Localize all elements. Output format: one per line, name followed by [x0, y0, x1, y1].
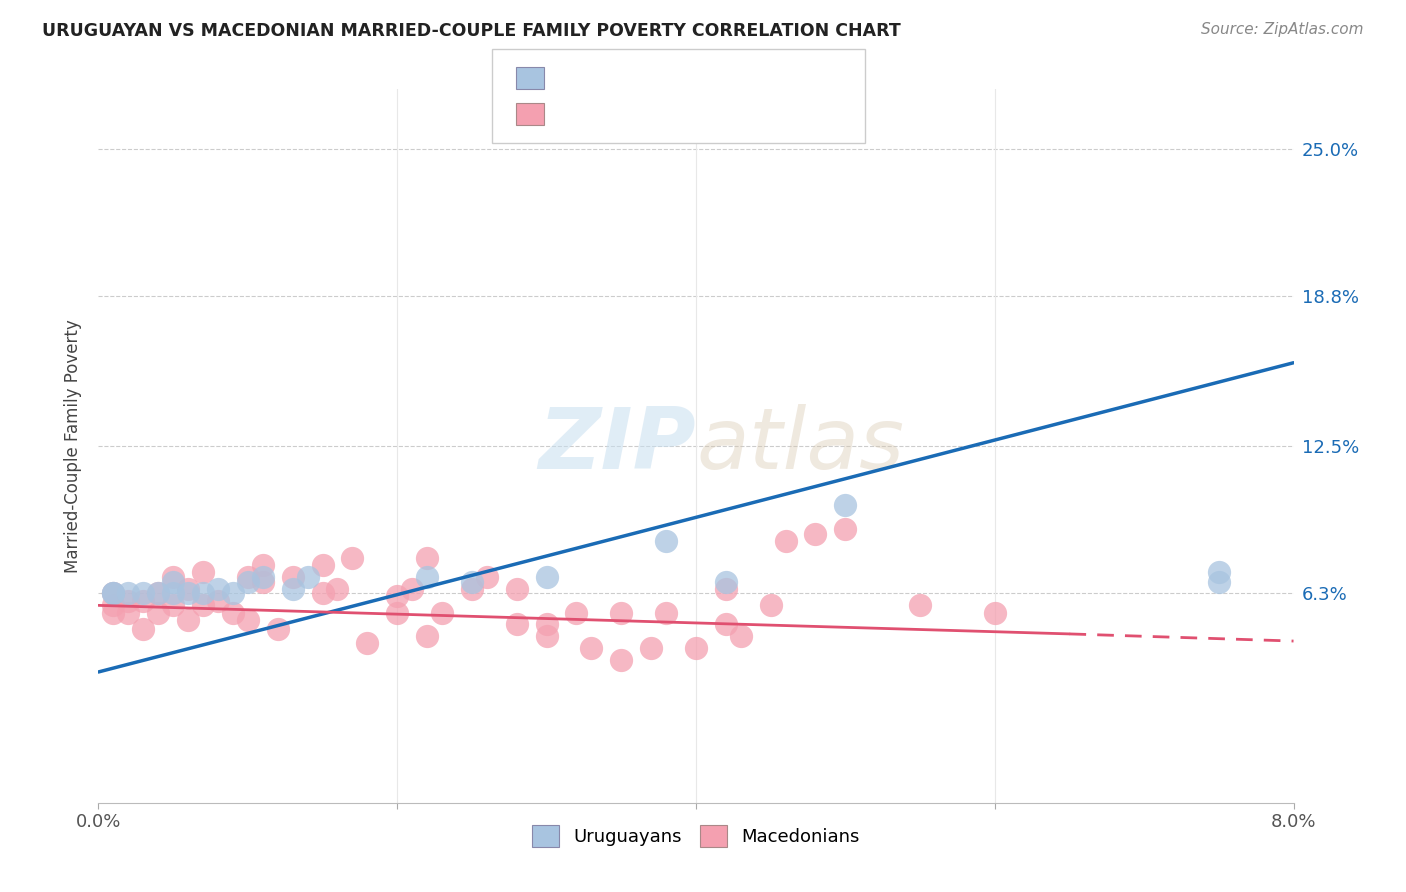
Point [132, 593, 155, 607]
Point [326, 582, 349, 596]
Point [655, 534, 678, 549]
Point [162, 599, 184, 613]
Point [565, 606, 588, 620]
Point [281, 570, 304, 584]
Text: URUGUAYAN VS MACEDONIAN MARRIED-COUPLE FAMILY POVERTY CORRELATION CHART: URUGUAYAN VS MACEDONIAN MARRIED-COUPLE F… [42, 22, 901, 40]
Point [236, 574, 259, 589]
Point [132, 586, 155, 600]
Point [191, 586, 214, 600]
Point [730, 629, 752, 643]
Text: N =: N = [665, 103, 721, 123]
Point [162, 574, 184, 589]
Point [222, 586, 245, 600]
Point [506, 617, 529, 632]
Point [148, 586, 170, 600]
Text: ZIP: ZIP [538, 404, 696, 488]
Point [162, 570, 184, 584]
Point [385, 589, 409, 603]
Point [148, 606, 170, 620]
Text: 0.477: 0.477 [595, 68, 657, 87]
Point [311, 586, 333, 600]
Point [1208, 565, 1230, 579]
Point [252, 558, 274, 572]
Point [103, 599, 125, 613]
Point [536, 570, 558, 584]
Point [252, 570, 274, 584]
Point [177, 582, 200, 596]
Point [222, 606, 245, 620]
Point [475, 570, 498, 584]
Point [191, 599, 214, 613]
Point [536, 617, 558, 632]
Point [117, 606, 139, 620]
Point [207, 582, 229, 596]
Point [132, 622, 155, 636]
Point [103, 586, 125, 600]
Point [162, 586, 184, 600]
Point [430, 606, 453, 620]
Point [297, 570, 319, 584]
Legend: Uruguayans, Macedonians: Uruguayans, Macedonians [524, 818, 868, 855]
Point [103, 586, 125, 600]
Point [775, 534, 797, 549]
Point [714, 582, 737, 596]
Point [191, 565, 214, 579]
Text: -0.041: -0.041 [595, 103, 664, 123]
Point [685, 641, 707, 656]
Point [416, 570, 439, 584]
Text: N =: N = [665, 68, 721, 87]
Point [804, 527, 827, 541]
Point [461, 574, 484, 589]
Point [311, 558, 333, 572]
Point [834, 499, 856, 513]
Point [1208, 574, 1230, 589]
Text: R =: R = [555, 103, 598, 123]
Point [640, 641, 662, 656]
Point [281, 582, 304, 596]
Point [148, 586, 170, 600]
Point [117, 586, 139, 600]
Text: 23: 23 [728, 68, 755, 87]
Text: atlas: atlas [696, 404, 904, 488]
Point [236, 613, 259, 627]
Point [834, 522, 856, 536]
Point [103, 586, 125, 600]
Point [267, 622, 290, 636]
Text: R =: R = [555, 68, 598, 87]
Point [117, 593, 139, 607]
Point [356, 636, 378, 650]
Point [581, 641, 603, 656]
Point [759, 599, 782, 613]
Point [984, 606, 1007, 620]
Point [655, 606, 678, 620]
Text: 56: 56 [728, 103, 755, 123]
Point [714, 574, 737, 589]
Point [103, 606, 125, 620]
Point [207, 593, 229, 607]
Point [177, 586, 200, 600]
Point [416, 550, 439, 565]
Point [506, 582, 529, 596]
Point [177, 613, 200, 627]
Point [610, 653, 633, 667]
Point [342, 550, 364, 565]
Point [610, 606, 633, 620]
Point [908, 599, 931, 613]
Point [714, 617, 737, 632]
Point [536, 629, 558, 643]
Point [252, 574, 274, 589]
Point [385, 606, 409, 620]
Point [416, 629, 439, 643]
Point [461, 582, 484, 596]
Y-axis label: Married-Couple Family Poverty: Married-Couple Family Poverty [65, 319, 83, 573]
Point [401, 582, 423, 596]
Point [236, 570, 259, 584]
Text: Source: ZipAtlas.com: Source: ZipAtlas.com [1201, 22, 1364, 37]
